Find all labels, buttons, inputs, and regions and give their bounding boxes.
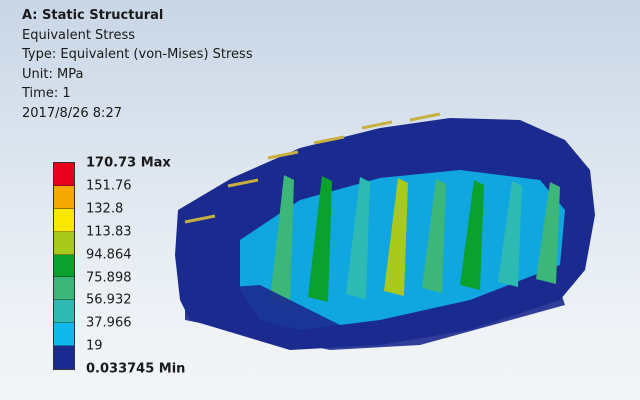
- legend-band: [54, 300, 74, 324]
- fin: [346, 177, 370, 299]
- legend-label: 19: [86, 338, 103, 354]
- legend-band: [54, 346, 74, 370]
- analysis-title: A: Static Structural: [22, 8, 164, 23]
- result-date: 2017/8/26 8:27: [22, 105, 122, 121]
- bolt: [409, 112, 441, 122]
- legend-label: 170.73 Max: [86, 155, 171, 171]
- fin-group: [270, 175, 560, 305]
- fin: [308, 176, 332, 302]
- bolt: [361, 120, 393, 130]
- bolt: [184, 214, 216, 224]
- result-type: Type: Equivalent (von-Mises) Stress: [22, 47, 253, 62]
- legend-label: 0.033745 Min: [86, 361, 186, 377]
- fin: [460, 180, 484, 290]
- legend-label: 151.76: [86, 178, 132, 194]
- legend-band: [54, 208, 74, 232]
- bolt-group: [184, 112, 441, 224]
- result-unit: Unit: MPa: [22, 66, 84, 82]
- fin: [498, 181, 522, 287]
- result-name: Equivalent Stress: [22, 27, 136, 43]
- legend-band: [54, 231, 74, 255]
- color-legend-bar: [53, 162, 75, 371]
- result-time: Time: 1: [22, 86, 71, 101]
- model-base: [185, 285, 565, 350]
- fin: [422, 179, 446, 293]
- bolt: [313, 135, 345, 145]
- legend-band: [54, 163, 74, 186]
- legend-label: 132.8: [86, 201, 124, 217]
- legend-band: [54, 185, 74, 209]
- legend-band: [54, 277, 74, 301]
- bolt: [267, 150, 299, 160]
- result-info: A: Static Structural Equivalent Stress T…: [22, 6, 253, 123]
- fin: [270, 175, 294, 305]
- bolt: [227, 178, 259, 188]
- legend-label: 56.932: [86, 292, 132, 308]
- legend-label: 75.898: [86, 270, 132, 285]
- legend-band: [54, 323, 74, 347]
- legend-label: 37.966: [86, 315, 132, 331]
- fin: [536, 182, 560, 284]
- legend-band: [54, 254, 74, 278]
- legend-label: 94.864: [86, 247, 132, 263]
- fin: [384, 178, 408, 296]
- legend-label: 113.83: [86, 224, 132, 240]
